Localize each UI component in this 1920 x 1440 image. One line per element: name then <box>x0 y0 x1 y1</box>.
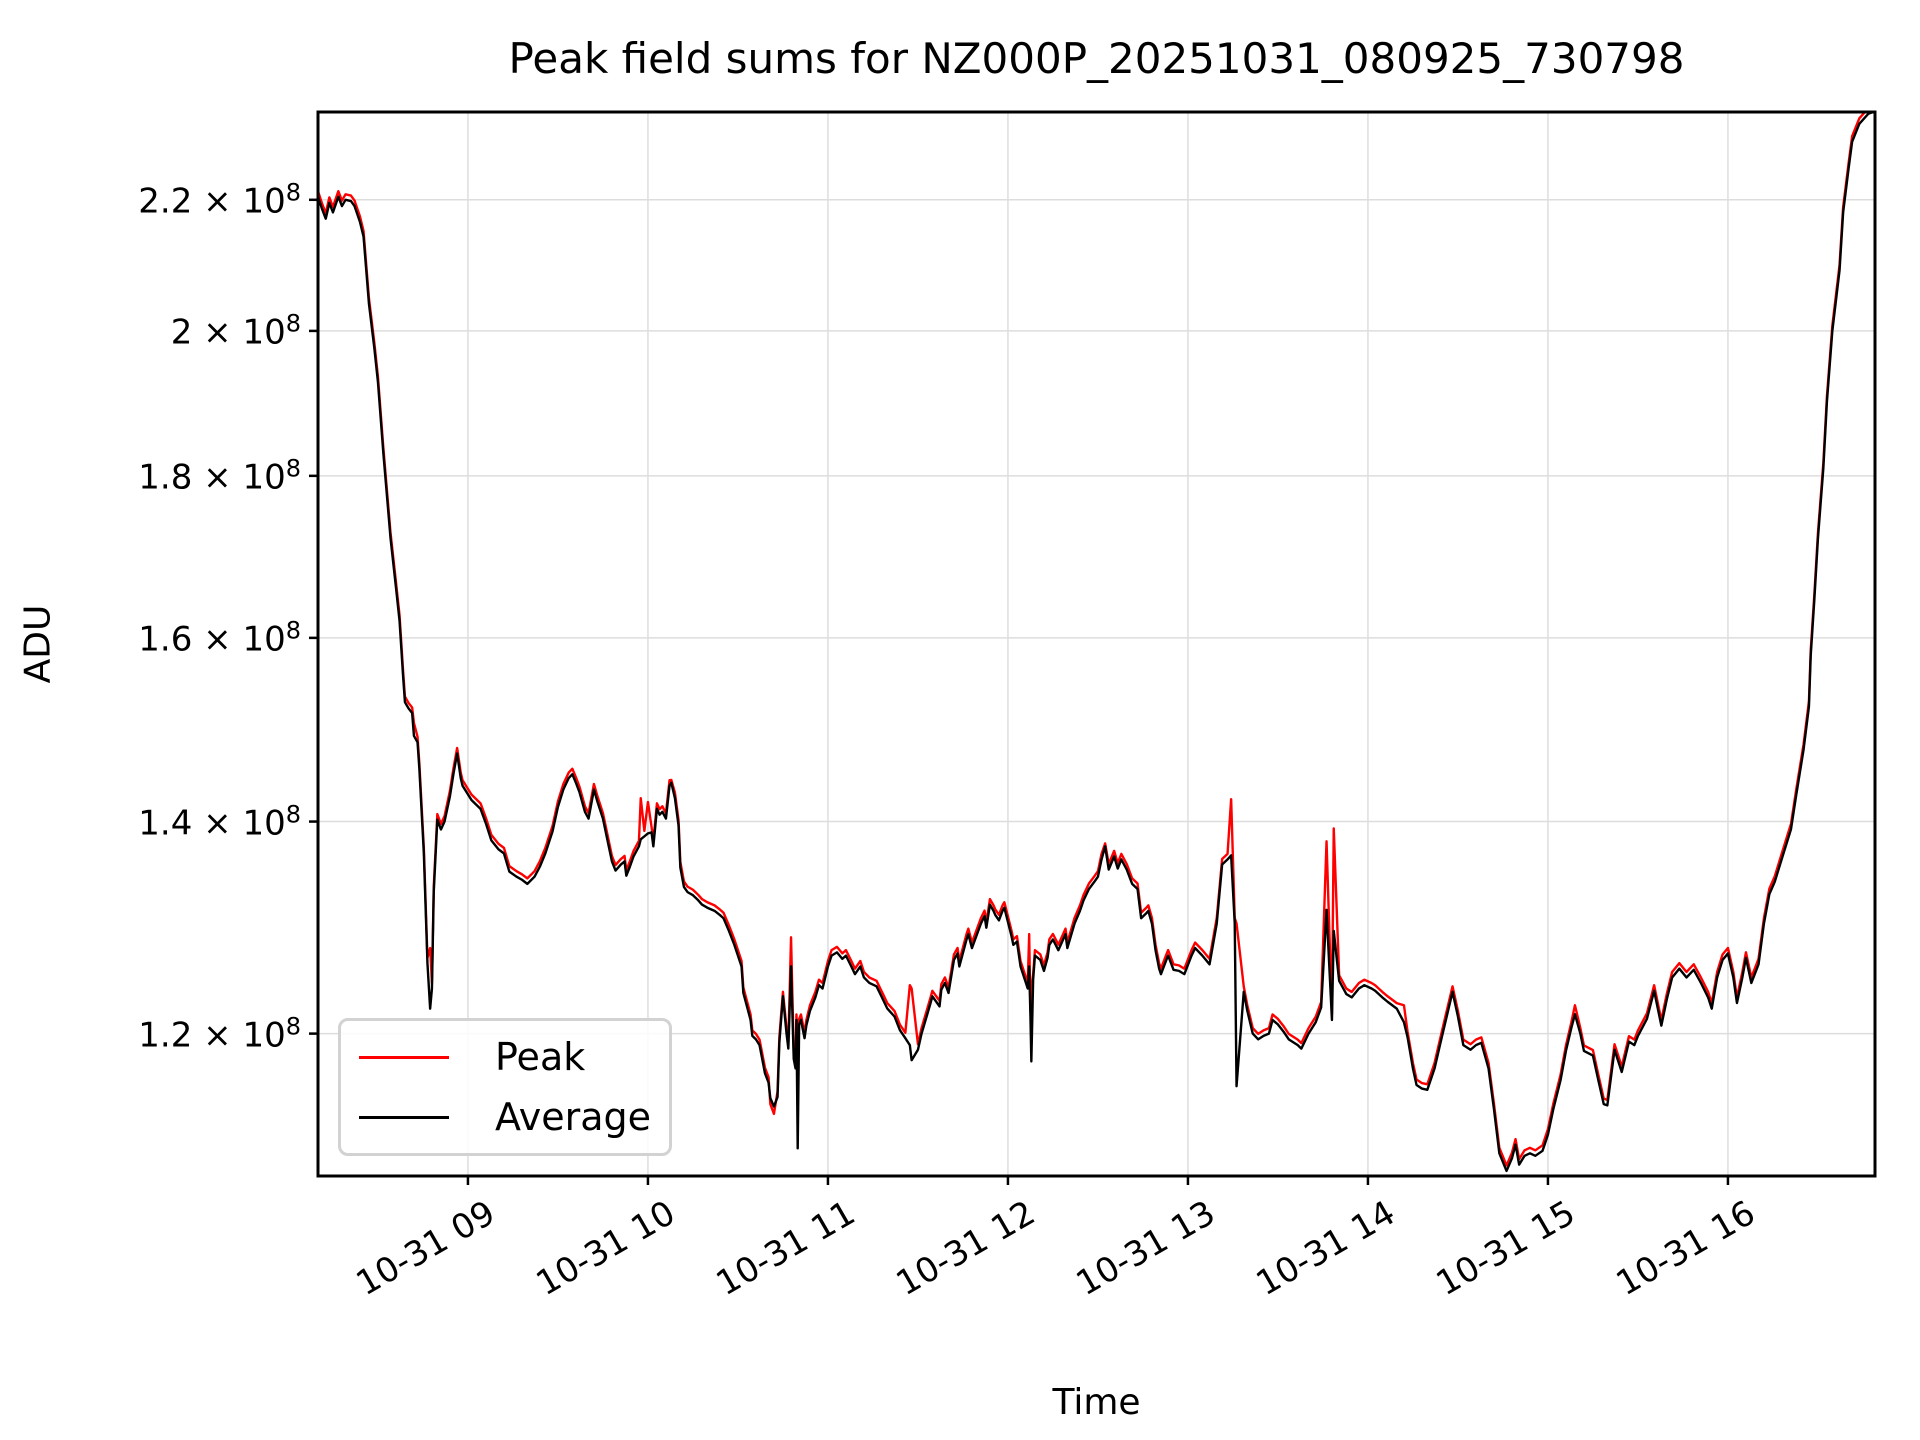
x-axis-title: Time <box>1052 1382 1141 1423</box>
y-axis-title: ADU <box>17 604 59 684</box>
y-tick-label: 2 × 108 <box>170 309 301 353</box>
legend: Peak Average <box>338 1018 672 1156</box>
legend-entry-peak: Peak <box>341 1035 669 1079</box>
y-tick-label: 1.6 × 108 <box>138 616 301 660</box>
average-line <box>318 112 1875 1173</box>
y-tick-label: 1.4 × 108 <box>138 799 301 844</box>
average-line-swatch <box>359 1115 449 1119</box>
legend-entry-average: Average <box>341 1095 669 1139</box>
chart-title: Peak field sums for NZ000P_20251031_0809… <box>508 34 1685 83</box>
series <box>318 112 1875 1173</box>
y-tick-label: 2.2 × 108 <box>138 178 301 222</box>
grid <box>318 112 1875 1176</box>
peak-line <box>318 112 1867 1167</box>
legend-label-peak: Peak <box>495 1035 586 1079</box>
y-tick-label: 1.8 × 108 <box>138 454 301 498</box>
y-tick-label: 1.2 × 108 <box>138 1011 301 1056</box>
plot-spines <box>316 110 1877 1178</box>
peak-line-swatch <box>359 1055 449 1059</box>
legend-label-average: Average <box>495 1095 652 1139</box>
